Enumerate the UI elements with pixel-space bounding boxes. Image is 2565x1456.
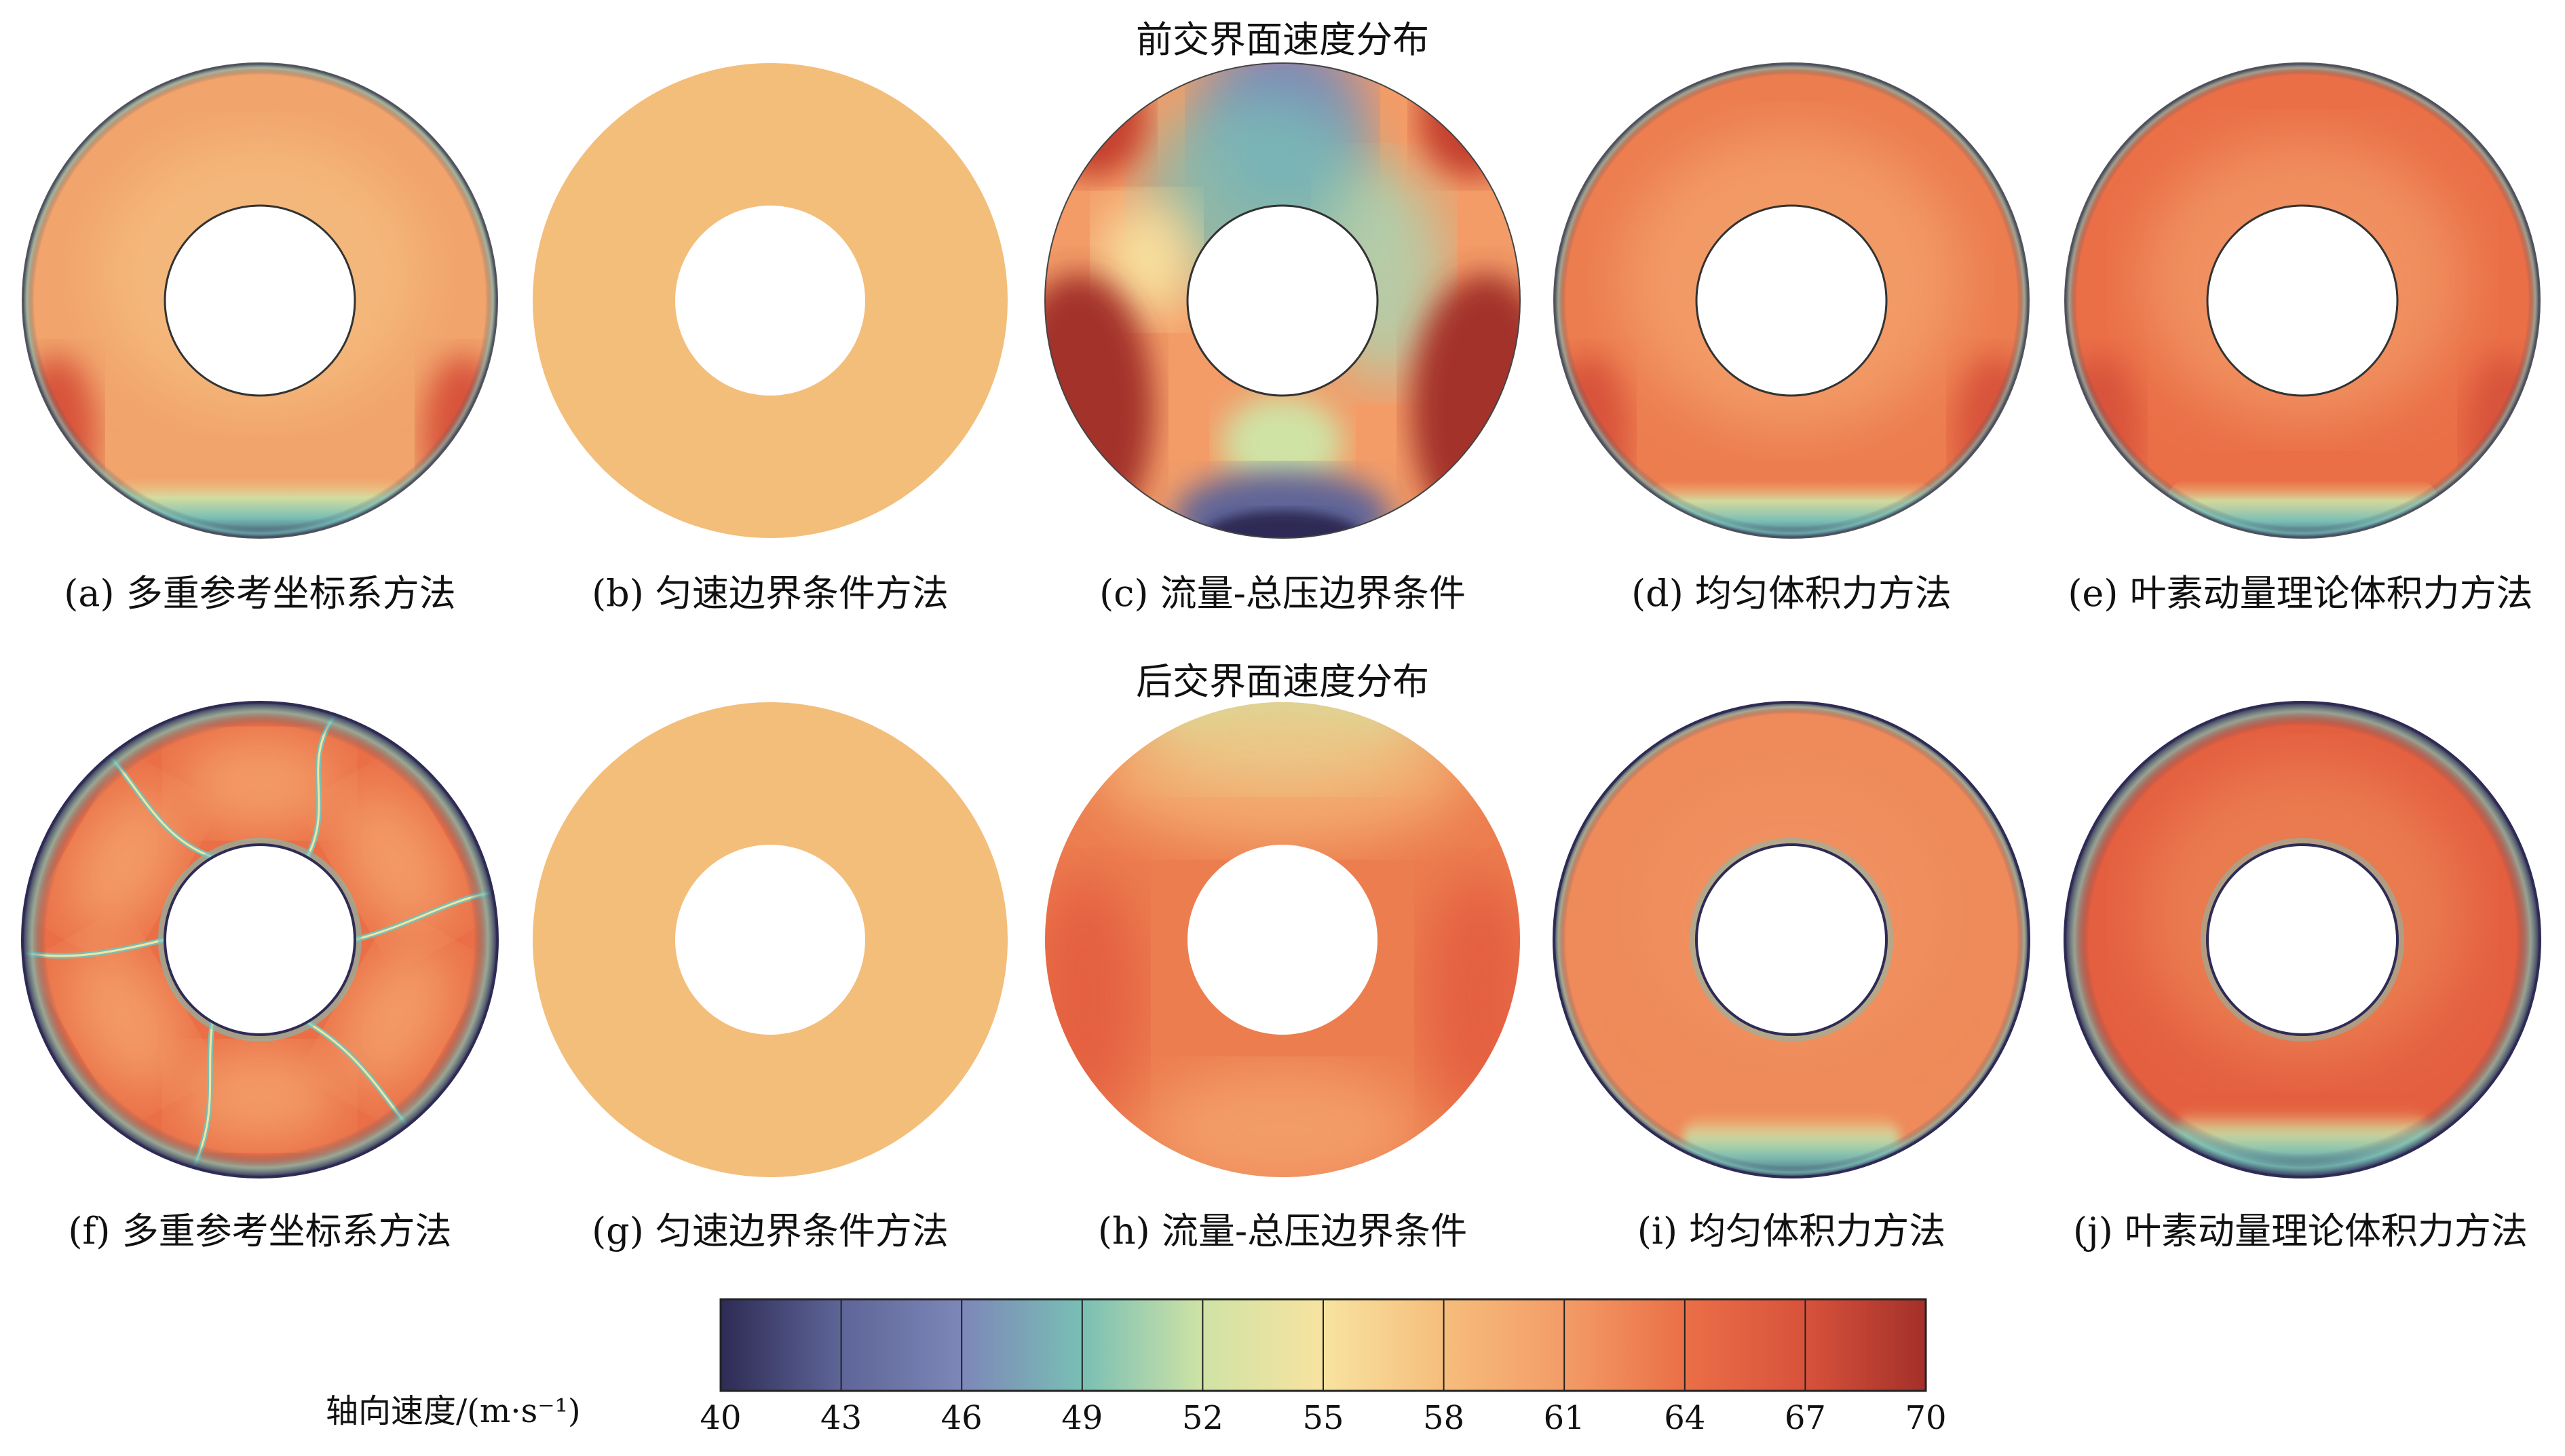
colorbar-tick-49: 49 (1061, 1399, 1103, 1437)
colorbar-tick-58: 58 (1423, 1399, 1465, 1437)
colorbar-tick-52: 52 (1181, 1399, 1223, 1437)
panel-label-i: (i) 均匀体积力方法 (1637, 1210, 1946, 1252)
panel-label-g: (g) 匀速边界条件方法 (592, 1210, 949, 1252)
disc-j (2064, 701, 2541, 1179)
colorbar-tick-55: 55 (1302, 1399, 1344, 1437)
panel-label-d: (d) 均匀体积力方法 (1631, 572, 1952, 615)
panel-label-a: (a) 多重参考坐标系方法 (64, 572, 456, 615)
disc-f (21, 701, 499, 1179)
colorbar (719, 1298, 1927, 1392)
panel-label-j: (j) 叶素动量理论体积力方法 (2072, 1210, 2528, 1252)
panel-label-h: (h) 流量-总压边界条件 (1097, 1210, 1468, 1252)
colorbar-tick-67: 67 (1784, 1399, 1826, 1437)
panel-label-b: (b) 匀速边界条件方法 (592, 572, 949, 615)
colorbar-tick-43: 43 (820, 1399, 862, 1437)
panel-label-f: (f) 多重参考坐标系方法 (68, 1210, 452, 1252)
colorbar-tick-61: 61 (1543, 1399, 1585, 1437)
disc-e (2064, 62, 2541, 539)
disc-a (22, 62, 498, 539)
colorbar-tick-40: 40 (700, 1399, 742, 1437)
front-title: 前交界面速度分布 (1136, 18, 1429, 61)
disc-b (533, 63, 1008, 538)
disc-g (533, 702, 1008, 1177)
rear-title: 后交界面速度分布 (1136, 660, 1429, 703)
disc-h (1045, 702, 1520, 1177)
colorbar-title: 轴向速度/(m·s⁻¹) (326, 1392, 581, 1430)
disc-d (1553, 62, 2030, 539)
colorbar-tick-70: 70 (1905, 1399, 1947, 1437)
disc-i (1553, 701, 2030, 1179)
disc-c (1044, 62, 1521, 539)
colorbar-dividers (840, 1299, 1806, 1391)
colorbar-tick-46: 46 (940, 1399, 983, 1437)
panel-label-c: (c) 流量-总压边界条件 (1099, 572, 1466, 615)
colorbar-tick-64: 64 (1664, 1399, 1706, 1437)
panel-label-e: (e) 叶素动量理论体积力方法 (2068, 572, 2533, 615)
